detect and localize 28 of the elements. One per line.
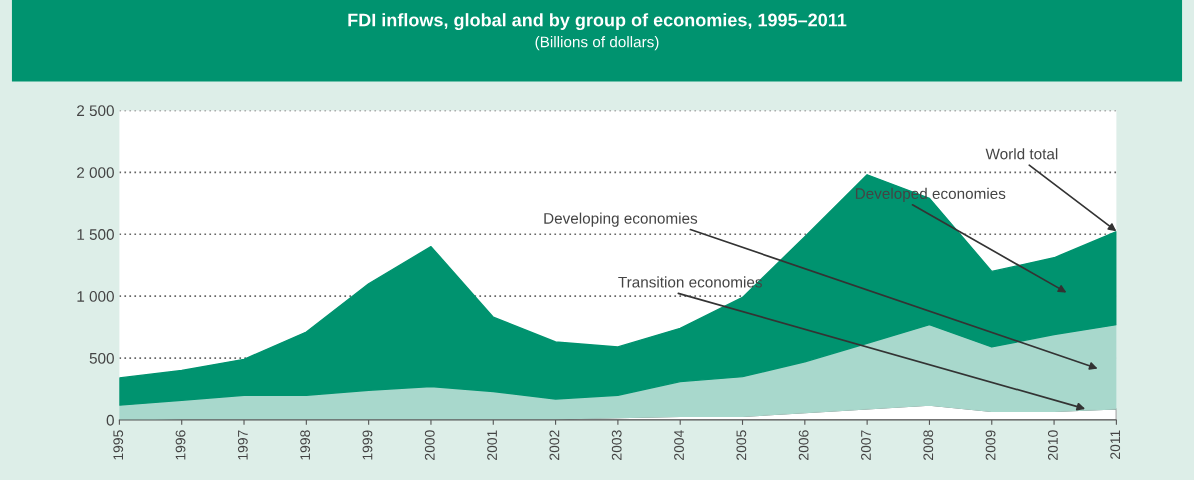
annotation: World total (985, 148, 1058, 160)
x-tick-label: 2010 (1047, 430, 1058, 460)
text: Developing economies (544, 212, 698, 227)
x-tick-label: 2000 (424, 430, 435, 460)
x-tick-label: 2007 (861, 430, 871, 460)
x-tick-label: 1998 (300, 430, 311, 460)
y-tick-label: 0 (106, 414, 114, 426)
x-tick-label: 2001 (487, 430, 497, 460)
x-tick-label: 1999 (362, 430, 373, 460)
y-tick-label: 500 (89, 352, 114, 364)
x-tick-label: 1995 (113, 430, 124, 460)
x-tick-label: 2002 (549, 430, 560, 460)
x-tick-label: 2009 (985, 430, 996, 460)
x-tick-label: 2004 (674, 430, 684, 460)
chart-title: FDI inflows, global and by group of economies, 1995–2011 (348, 13, 847, 31)
x-tick-label: 2005 (736, 430, 747, 460)
y-tick-label: 1 000 (77, 291, 114, 302)
x-tick-label: 1996 (175, 430, 186, 460)
x-tick-label: 2008 (923, 430, 934, 460)
chart-subtitle: (Billions of dollars) (535, 36, 659, 51)
x-tick-label: 2011 (1110, 430, 1121, 459)
y-tick-label: 1 500 (77, 229, 114, 240)
x-tick-label: 1997 (237, 430, 248, 460)
y-tick-label: 2 500 (77, 105, 114, 117)
x-tick-label: 2003 (611, 430, 622, 460)
x-tick-label: 2006 (798, 430, 809, 460)
series-label: Developed economies (855, 187, 1006, 203)
y-tick-label: 2 000 (77, 167, 114, 179)
